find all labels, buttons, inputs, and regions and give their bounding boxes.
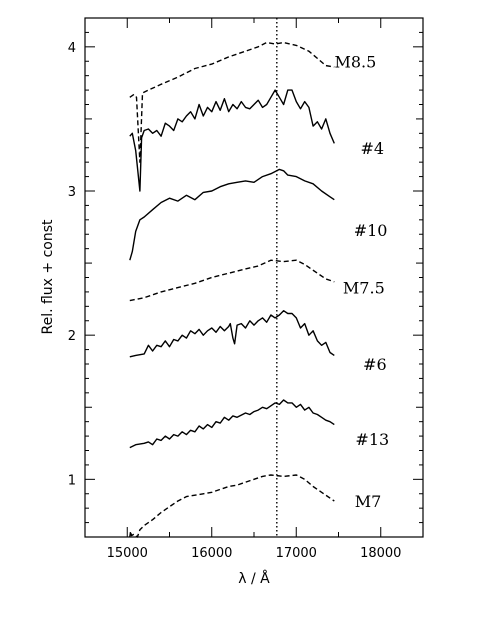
series-line-1 [129, 89, 335, 192]
plot-content: M8.5 #4 #10 M7.5 #6 #13 M7 [129, 18, 389, 538]
series-label-0: M8.5 [334, 52, 376, 71]
series-line-4 [129, 310, 335, 358]
x-tick-label: 17000 [276, 546, 317, 561]
series-label-6: M7 [355, 492, 382, 511]
series-label-2: #10 [354, 221, 388, 240]
y-tick-label: 1 [68, 473, 76, 488]
series-line-3 [129, 259, 335, 302]
x-tick-label: 16000 [191, 546, 232, 561]
series-label-3: M7.5 [343, 279, 385, 298]
series-line-5 [129, 399, 335, 449]
series-label-5: #13 [355, 430, 389, 449]
series-label-4: #6 [363, 355, 387, 374]
series-line-2 [129, 168, 335, 261]
plot-frame [84, 17, 424, 538]
x-axis-label: λ / Å [238, 570, 270, 587]
y-tick-label: 3 [68, 185, 76, 200]
axis-ticks: 15000 16000 17000 18000 1 2 3 4 [68, 17, 424, 561]
x-tick-label: 15000 [107, 546, 148, 561]
y-tick-label: 4 [68, 41, 76, 56]
series-label-1: #4 [361, 139, 385, 158]
y-axis-label: Rel. flux + const [40, 219, 56, 335]
x-tick-label: 18000 [360, 546, 401, 561]
series-line-0 [129, 41, 335, 163]
y-tick-label: 2 [68, 329, 76, 344]
series-line-6 [129, 474, 335, 538]
